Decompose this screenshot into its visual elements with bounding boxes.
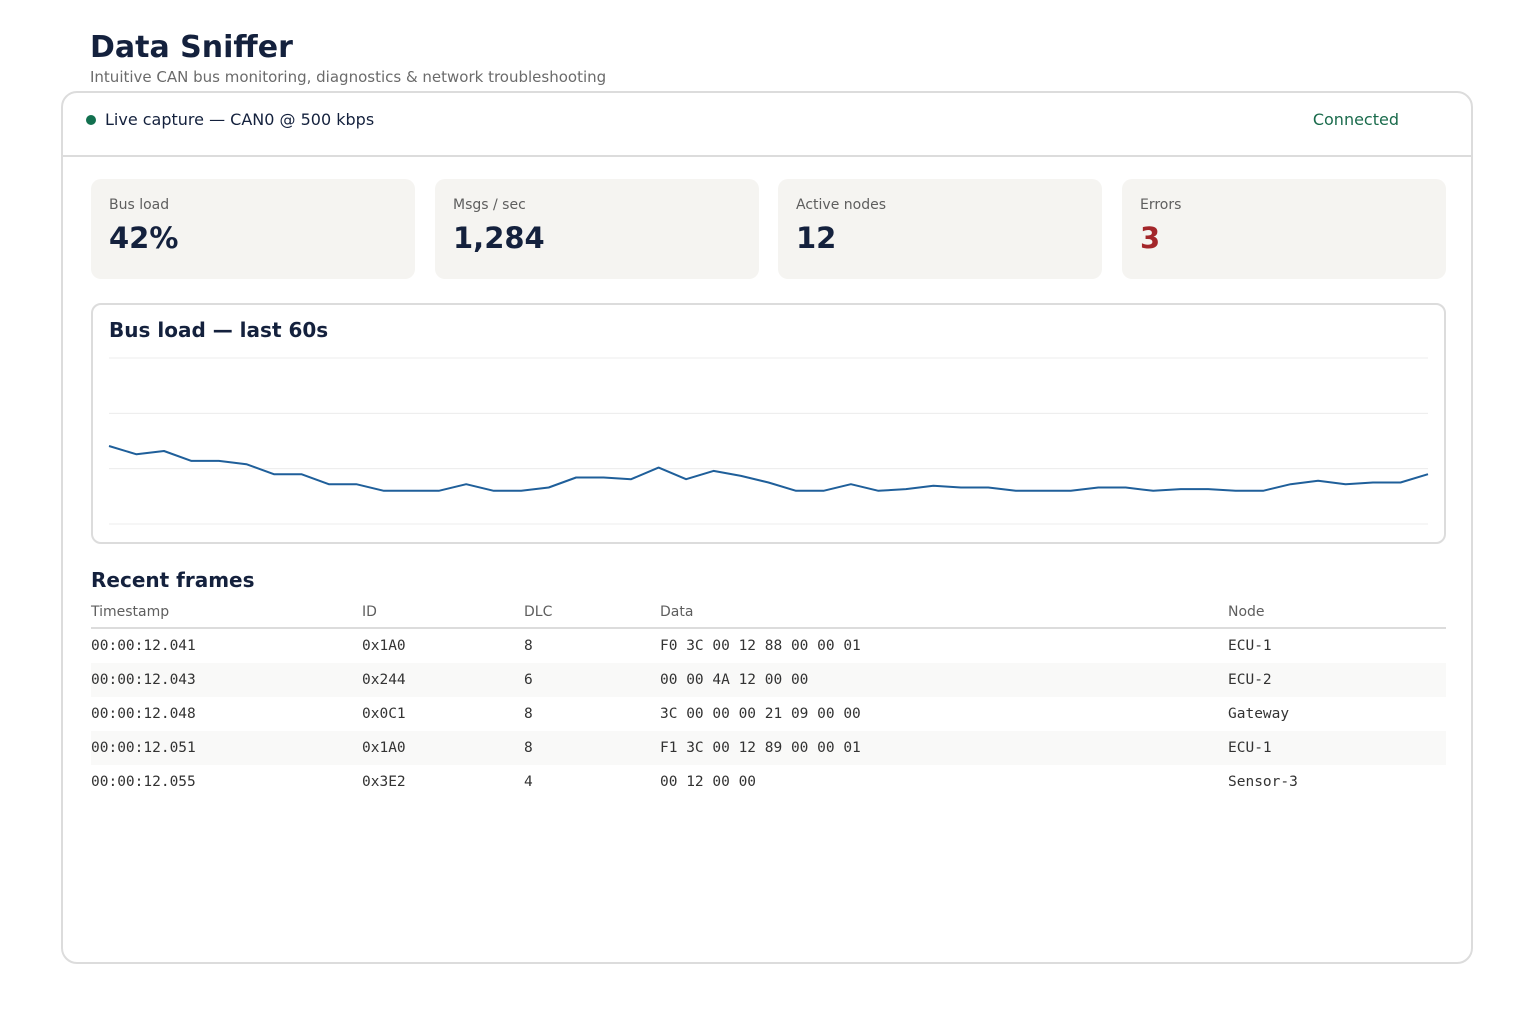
cell-node: ECU-1: [1228, 731, 1446, 765]
cell-id: 0x0C1: [362, 706, 406, 722]
cell-node: ECU-2: [1228, 663, 1446, 697]
stat-label: Msgs / sec: [453, 197, 526, 213]
cell-timestamp: 00:00:12.048: [91, 706, 196, 722]
stat-value-errors: 3: [1140, 221, 1161, 255]
bus-load-chart-svg: [108, 357, 1429, 525]
cell-node: ECU-1: [1228, 638, 1272, 654]
cell-id: 0x244: [362, 663, 524, 697]
cell-timestamp: 00:00:12.051: [91, 731, 362, 765]
cell-data: 3C 00 00 00 21 09 00 00: [660, 706, 861, 722]
column-header-dlc: DLC: [524, 596, 660, 629]
chart-title: Bus load — last 60s: [109, 318, 329, 342]
cell-timestamp: 00:00:12.043: [91, 663, 362, 697]
cell-data: F1 3C 00 12 89 00 00 01: [660, 731, 1228, 765]
cell-timestamp: 00:00:12.055: [91, 774, 196, 790]
connection-status: Connected: [1312, 110, 1399, 129]
cell-data: F0 3C 00 12 88 00 00 01: [660, 638, 861, 654]
stat-label: Active nodes: [796, 197, 886, 213]
cell-dlc: 8: [524, 638, 533, 654]
page-title: Data Sniffer: [90, 30, 293, 65]
bus-load-chart: Bus load — last 60s: [91, 303, 1446, 544]
capture-label: Live capture — CAN0 @ 500 kbps: [105, 110, 375, 129]
column-header-data: Data: [660, 596, 1228, 629]
cell-dlc: 8: [524, 731, 660, 765]
cell-dlc: 4: [524, 774, 533, 790]
stat-value: 12: [796, 221, 837, 255]
stat-label: Bus load: [109, 197, 170, 213]
page-subtitle: Intuitive CAN bus monitoring, diagnostic…: [90, 68, 607, 86]
column-header-timestamp: Timestamp: [91, 596, 362, 629]
table-header-row: Timestamp ID DLC Data Node: [91, 596, 1446, 629]
capture-header: Live capture — CAN0 @ 500 kbps Connected: [63, 93, 1471, 157]
stat-value: 1,284: [453, 221, 545, 255]
cell-dlc: 8: [524, 706, 533, 722]
cell-timestamp: 00:00:12.041: [91, 638, 196, 654]
cell-id: 0x3E2: [362, 774, 406, 790]
cell-id: 0x1A0: [362, 731, 524, 765]
table-row[interactable]: 00:00:12.051 0x1A0 8 F1 3C 00 12 89 00 0…: [91, 731, 1446, 765]
frames-table: Timestamp ID DLC Data Node 00:00:12.041 …: [91, 596, 1446, 799]
column-header-id: ID: [362, 596, 524, 629]
stat-card-active-nodes: Active nodes 12: [778, 179, 1102, 279]
cell-id: 0x1A0: [362, 638, 406, 654]
cell-dlc: 6: [524, 663, 660, 697]
recent-frames-title: Recent frames: [91, 568, 255, 592]
table-row[interactable]: 00:00:12.048 0x0C1 8 3C 00 00 00 21 09 0…: [91, 697, 1446, 731]
cell-node: Sensor-3: [1228, 774, 1298, 790]
stat-value: 42%: [109, 221, 179, 255]
stat-card-bus-load: Bus load 42%: [91, 179, 415, 279]
stat-label: Errors: [1140, 197, 1182, 213]
stat-card-errors: Errors 3: [1122, 179, 1446, 279]
cell-data: 00 00 4A 12 00 00: [660, 663, 1228, 697]
cell-data: 00 12 00 00: [660, 774, 757, 790]
table-row[interactable]: 00:00:12.055 0x3E2 4 00 12 00 00 Sensor-…: [91, 765, 1446, 799]
bus-load-series-line: [108, 445, 1429, 492]
table-row[interactable]: 00:00:12.041 0x1A0 8 F0 3C 00 12 88 00 0…: [91, 628, 1446, 663]
table-row[interactable]: 00:00:12.043 0x244 6 00 00 4A 12 00 00 E…: [91, 663, 1446, 697]
stat-card-msgs-per-sec: Msgs / sec 1,284: [435, 179, 759, 279]
main-panel: Live capture — CAN0 @ 500 kbps Connected…: [61, 91, 1473, 964]
cell-node: Gateway: [1228, 706, 1290, 722]
live-indicator-icon: [86, 115, 96, 125]
column-header-node: Node: [1228, 596, 1446, 629]
